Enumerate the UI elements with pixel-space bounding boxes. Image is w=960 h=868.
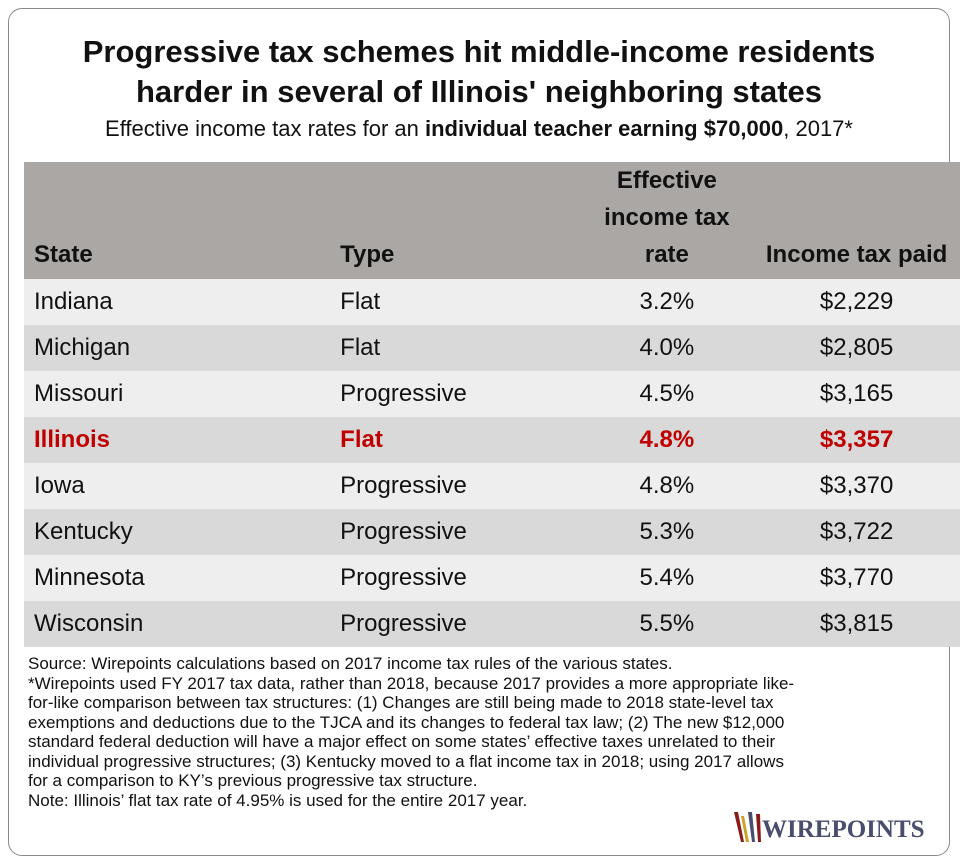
table-row: Illinois Flat 4.8% $3,357 (24, 417, 960, 463)
cell-rate: 5.5% (639, 610, 695, 637)
table-row: Missouri Progressive 4.5% $3,165 (24, 371, 960, 417)
subtitle-suffix: , 2017* (783, 116, 853, 141)
tax-table: State Type Effective income tax rate Inc… (24, 162, 960, 647)
table-row: Michigan Flat 4.0% $2,805 (24, 325, 960, 371)
header-type: Type (340, 241, 395, 268)
subtitle-prefix: Effective income tax rates for an (105, 116, 425, 141)
cell-state: Iowa (34, 472, 85, 499)
table-row: Minnesota Progressive 5.4% $3,770 (24, 555, 960, 601)
table-row: Wisconsin Progressive 5.5% $3,815 (24, 601, 960, 647)
cell-type: Progressive (340, 472, 467, 499)
cell-state: Missouri (34, 380, 124, 407)
illinois-note: Note: Illinois’ flat tax rate of 4.95% i… (28, 790, 528, 810)
cell-paid: $3,165 (819, 380, 894, 407)
chart-subtitle: Effective income tax rates for an indivi… (8, 114, 950, 144)
cell-paid: $3,770 (819, 564, 894, 591)
cell-type: Progressive (340, 380, 467, 407)
cell-paid: $3,357 (819, 426, 894, 453)
cell-paid: $2,805 (819, 334, 894, 361)
header-state: State (34, 241, 93, 268)
cell-rate: 5.3% (639, 518, 695, 545)
cell-rate: 4.8% (639, 472, 695, 499)
cell-type: Flat (340, 426, 383, 453)
cell-paid: $3,722 (819, 518, 894, 545)
cell-state: Indiana (34, 288, 113, 315)
source-note: Source: Wirepoints calculations based on… (28, 654, 673, 673)
notes: Source: Wirepoints calculations based on… (28, 654, 808, 810)
cell-type: Progressive (340, 518, 467, 545)
subtitle-bold: individual teacher earning $70,000 (424, 116, 784, 141)
cell-rate: 4.5% (639, 380, 695, 407)
cell-paid: $3,370 (819, 472, 894, 499)
cell-state: Wisconsin (34, 610, 144, 637)
cell-rate: 4.0% (639, 334, 695, 361)
cell-type: Flat (340, 334, 381, 361)
header-paid: Income tax paid (765, 241, 948, 268)
cell-type: Progressive (340, 564, 467, 591)
footnote: *Wirepoints used FY 2017 tax data, rathe… (28, 673, 795, 791)
chart-title-line-1: Progressive tax schemes hit middle-incom… (82, 34, 876, 69)
cell-paid: $3,815 (819, 610, 894, 637)
cell-state: Kentucky (34, 518, 133, 545)
table-body: Indiana Flat 3.2% $2,229 Michigan Flat 4.0% $2,… (24, 279, 960, 647)
chart-frame (8, 8, 950, 856)
logo-mark (734, 812, 761, 842)
header-rate: Effective income tax rate (604, 167, 730, 268)
table-header-row: State Type Effective income tax rate Inc… (24, 162, 960, 279)
cell-rate: 5.4% (639, 564, 695, 591)
cell-type: Flat (340, 288, 381, 315)
wirepoints-logo: WIREPOINTS (734, 812, 925, 843)
cell-rate: 4.8% (639, 426, 695, 453)
cell-rate: 3.2% (639, 288, 695, 315)
chart-title-line-2: harder in several of Illinois' neighbori… (135, 74, 823, 109)
logo-text: WIREPOINTS (762, 816, 925, 843)
cell-state: Illinois (34, 426, 111, 453)
cell-state: Michigan (34, 334, 131, 361)
cell-type: Progressive (340, 610, 467, 637)
table-row: Iowa Progressive 4.8% $3,370 (24, 463, 960, 509)
cell-paid: $2,229 (819, 288, 894, 315)
cell-state: Minnesota (34, 564, 145, 591)
table-row: Kentucky Progressive 5.3% $3,722 (24, 509, 960, 555)
table-row: Indiana Flat 3.2% $2,229 (24, 279, 960, 325)
